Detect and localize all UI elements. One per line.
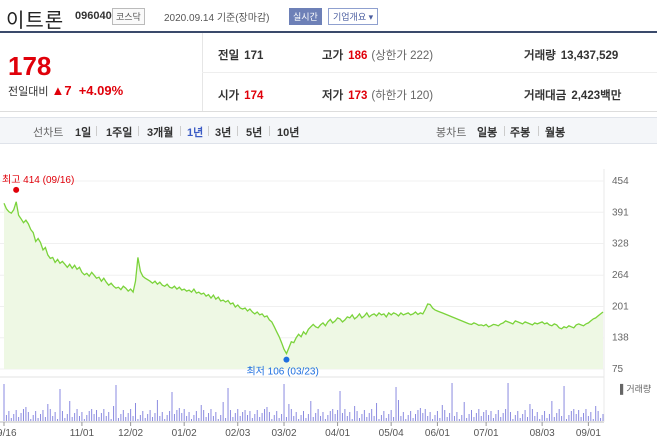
price-change: 전일대비 ▲7 +4.09% xyxy=(8,83,123,99)
change-label: 전일대비 xyxy=(8,86,49,98)
x-tick-label: 01/02 xyxy=(172,428,197,439)
low-label: 최저 106 (03/23) xyxy=(246,366,318,378)
price-area xyxy=(4,201,603,369)
candle-chart-label: 봉차트 xyxy=(436,127,467,139)
current-price: 178 xyxy=(8,51,52,81)
quote-panel: 178 전일대비 ▲7 +4.09% 전일 171 고가 186 (상한가 222) … xyxy=(0,33,657,112)
x-tick-label: 04/01 xyxy=(325,428,350,439)
y-tick-label: 138 xyxy=(612,333,629,344)
divider xyxy=(138,126,139,136)
line-chart-label: 선차트 xyxy=(33,127,64,139)
x-tick-label: 08/03 xyxy=(530,428,555,439)
low-price: 저가 173 (하한가 120) xyxy=(322,90,434,102)
high-label: 최고 414 (09/16) xyxy=(2,174,74,186)
y-tick-label: 201 xyxy=(612,301,629,312)
date-text: 2020.09.14 기준(장마감) xyxy=(164,13,270,24)
tab-10y[interactable]: 10년 xyxy=(277,127,300,139)
x-tick-label: 12/02 xyxy=(118,428,143,439)
tab-1w[interactable]: 1주일 xyxy=(106,127,133,139)
divider xyxy=(504,126,505,136)
divider xyxy=(96,126,97,136)
volume-legend: ▌거래량 xyxy=(620,383,651,395)
open-price: 시가 174 xyxy=(218,90,264,102)
y-tick-label: 264 xyxy=(612,270,629,281)
y-tick-label: 328 xyxy=(612,239,629,250)
prev-close: 전일 171 xyxy=(218,50,264,62)
divider xyxy=(202,72,657,73)
tab-weekly[interactable]: 주봉 xyxy=(510,127,531,139)
divider xyxy=(269,126,270,136)
high-marker xyxy=(13,186,20,193)
x-tick-label: 09/01 xyxy=(576,428,601,439)
divider xyxy=(538,126,539,136)
tab-3y[interactable]: 3년 xyxy=(215,127,232,139)
market-badge: 코스닥 xyxy=(112,8,145,25)
price-chart: 454 391 328 264 201 138 75 09/16 11/01 12/02 01/0… xyxy=(0,169,651,439)
y-tick-label: 391 xyxy=(612,207,629,218)
realtime-button[interactable]: 실시간 xyxy=(289,8,322,25)
divider xyxy=(237,126,238,136)
stock-code: 096040 xyxy=(75,10,112,22)
x-tick-label: 06/01 xyxy=(425,428,450,439)
x-tick-label: 11/01 xyxy=(70,428,95,439)
chart-tabs: 선차트 1일 1주일 3개월 1년 3년 5년 10년 봉차트 일봉 주봉 월봉 xyxy=(0,117,657,144)
divider xyxy=(208,126,209,136)
x-tick-label: 02/03 xyxy=(225,428,250,439)
high-price: 고가 186 (상한가 222) xyxy=(322,50,434,62)
divider xyxy=(180,126,181,136)
stock-header: 이트론 096040 코스닥 2020.09.14 기준(장마감) 실시간 기업… xyxy=(0,0,657,33)
trade-amount: 거래대금 2,423백만 xyxy=(524,90,622,102)
tab-monthly[interactable]: 월봉 xyxy=(545,127,566,139)
tab-1d[interactable]: 1일 xyxy=(75,127,92,139)
low-marker xyxy=(283,356,290,363)
stock-name: 이트론 xyxy=(6,10,65,32)
tab-daily[interactable]: 일봉 xyxy=(477,127,498,139)
x-tick-label: 03/02 xyxy=(272,428,297,439)
y-tick-label: 454 xyxy=(612,176,629,187)
change-value: ▲7 xyxy=(51,83,72,98)
y-tick-label: 75 xyxy=(612,364,624,375)
tab-5y[interactable]: 5년 xyxy=(246,127,263,139)
company-overview-button[interactable]: 기업개요 ▾ xyxy=(328,8,379,25)
volume: 거래량 13,437,529 xyxy=(524,50,619,62)
x-tick-label: 09/16 xyxy=(0,428,17,439)
tab-3m[interactable]: 3개월 xyxy=(147,127,174,139)
price-line xyxy=(3,201,604,356)
x-tick-label: 05/04 xyxy=(379,428,404,439)
change-percent: +4.09% xyxy=(78,83,124,98)
x-tick-label: 07/01 xyxy=(474,428,499,439)
tab-1y[interactable]: 1년 xyxy=(187,127,204,139)
